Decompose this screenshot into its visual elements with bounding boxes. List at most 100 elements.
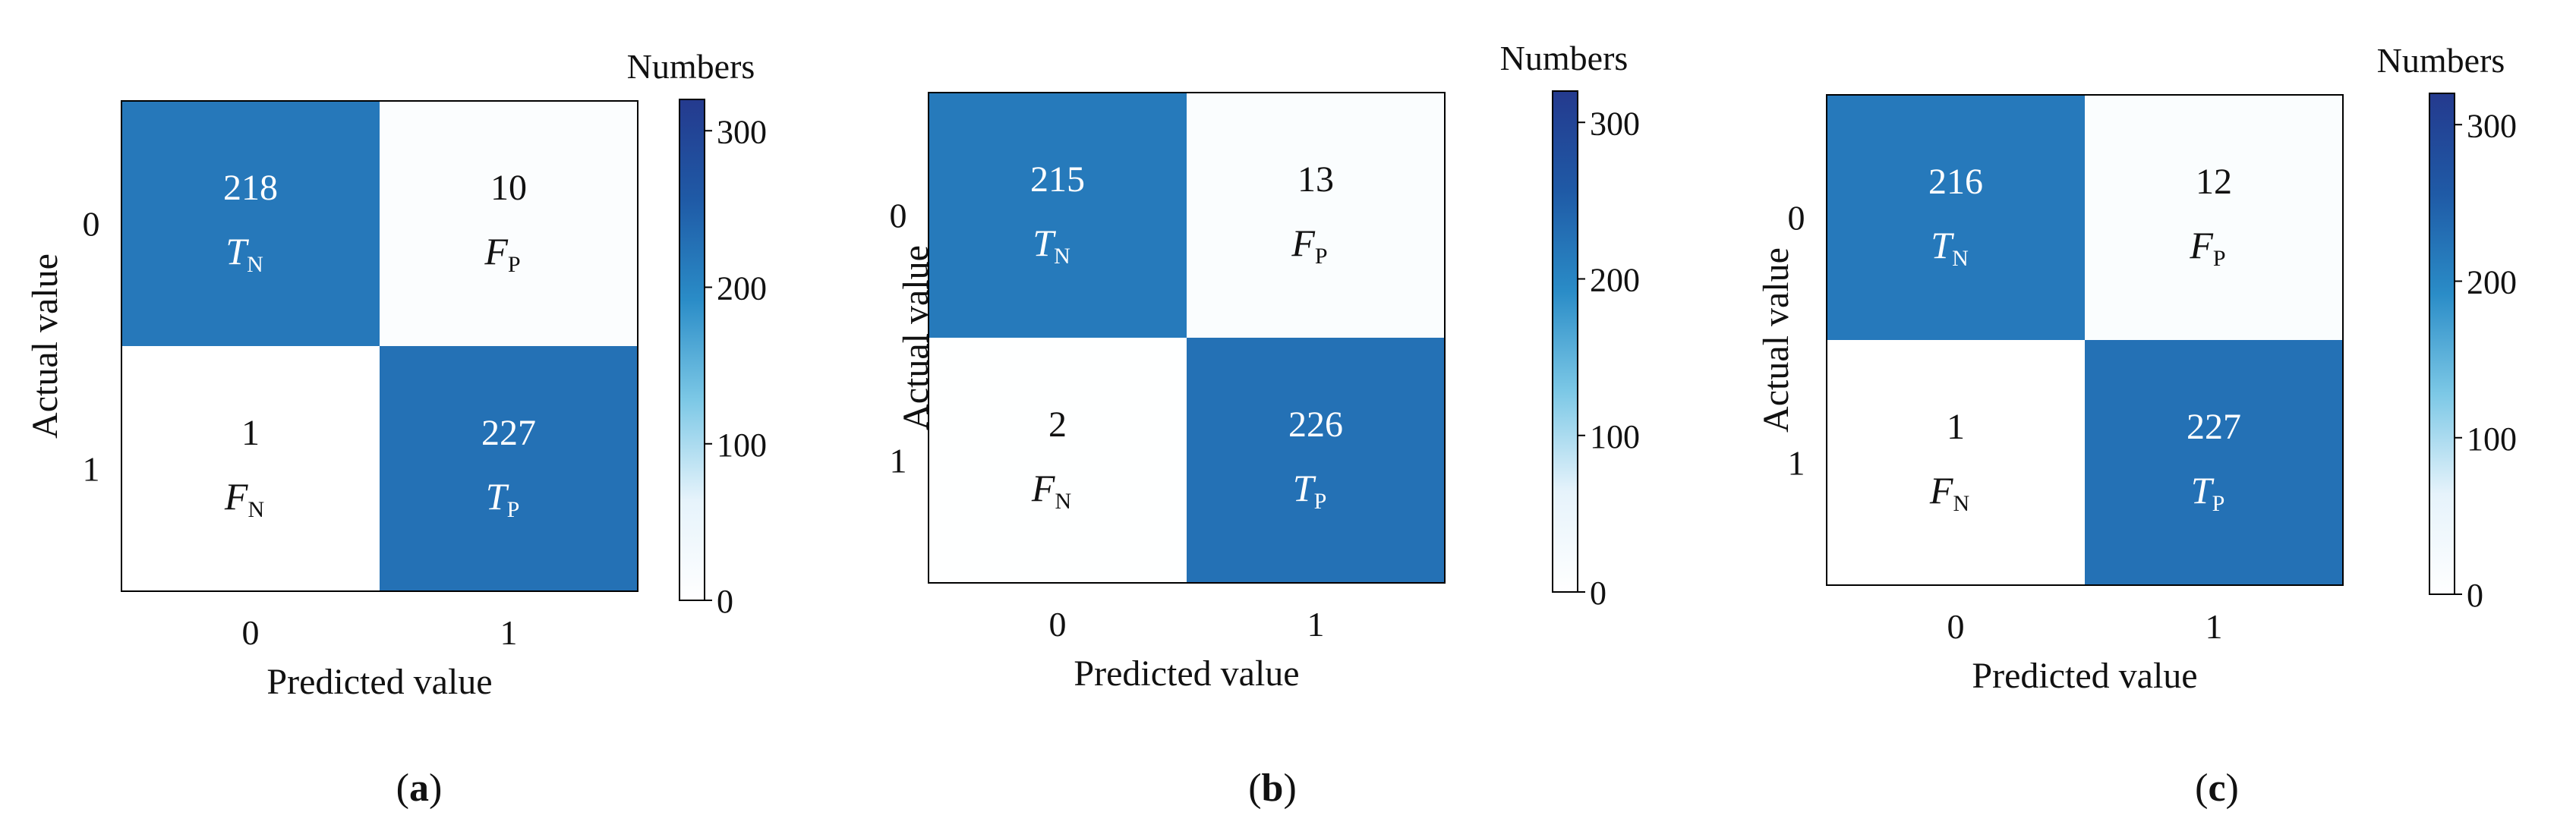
- panel-label-letter: b: [1262, 767, 1284, 810]
- colorbar: [1552, 90, 1578, 593]
- cell-symbol-letter: T: [225, 230, 249, 272]
- cell-symbol-letter: T: [2191, 469, 2215, 512]
- colorbar-tick-label: 300: [2467, 107, 2517, 144]
- cell-symbol-letter: T: [1033, 222, 1056, 264]
- cell-symbol-letter: T: [1931, 224, 1954, 266]
- colorbar-tick-label: 300: [717, 113, 767, 150]
- y-tick-label: 0: [1788, 199, 1805, 238]
- cell-symbol-letter: F: [1929, 469, 1953, 512]
- colorbar-tick-label: 100: [2467, 420, 2517, 458]
- cell-symbol: FP: [2189, 224, 2225, 271]
- cell-value: 218: [223, 168, 278, 208]
- x-tick-label: 0: [1049, 605, 1067, 644]
- colorbar-tick-label: 0: [717, 583, 733, 620]
- y-tick-label: 0: [83, 205, 100, 244]
- cell-symbol-letter: F: [2189, 224, 2213, 266]
- y-tick-label: 1: [890, 442, 907, 480]
- cell-value: 13: [1297, 159, 1334, 200]
- cell-symbol-subscript: P: [507, 497, 520, 522]
- matrix-cell: [929, 93, 1187, 338]
- y-axis-label: Actual value: [25, 253, 65, 439]
- cell-symbol: FN: [1929, 469, 1969, 516]
- cell-value: 1: [241, 413, 260, 453]
- cell-symbol-subscript: P: [2212, 491, 2225, 516]
- colorbar-tick-label: 100: [717, 427, 767, 464]
- matrix-border: [928, 92, 1446, 584]
- cell-symbol-letter: F: [1031, 467, 1055, 509]
- panel-label-close: ): [429, 767, 442, 810]
- colorbar-title: Numbers: [2377, 41, 2505, 80]
- cell-value: 216: [1928, 162, 1983, 202]
- x-tick-label: 1: [500, 613, 518, 652]
- x-tick-label: 1: [2206, 607, 2223, 646]
- cell-symbol: TP: [486, 475, 520, 522]
- colorbar-tick-label: 300: [1590, 105, 1640, 142]
- matrix-cell: [2085, 340, 2343, 585]
- colorbar-title: Numbers: [627, 47, 755, 86]
- cell-symbol-letter: T: [1293, 467, 1316, 509]
- panel-label-letter: c: [2208, 767, 2225, 810]
- cell-symbol-subscript: P: [2213, 246, 2226, 271]
- cell-symbol-letter: F: [224, 475, 248, 518]
- cell-symbol: FN: [224, 475, 264, 522]
- matrix-cell: [121, 101, 380, 346]
- panel-label: (c): [2195, 767, 2239, 810]
- panel-label-close: ): [1283, 767, 1296, 810]
- cell-symbol-letter: F: [484, 230, 508, 272]
- panel-label-open: (: [1248, 767, 1261, 810]
- cell-symbol-subscript: N: [1953, 491, 1969, 516]
- cell-symbol-subscript: N: [1952, 246, 1969, 271]
- colorbar: [679, 99, 705, 601]
- panel-label-close: ): [2226, 767, 2239, 810]
- colorbar-tick-label: 200: [2467, 264, 2517, 301]
- cell-symbol: TN: [225, 230, 263, 277]
- cell-value: 1: [1947, 407, 1965, 447]
- cell-symbol: FN: [1031, 467, 1071, 514]
- x-axis-label: Predicted value: [1972, 656, 2197, 696]
- matrix-cell: [1827, 95, 2085, 340]
- x-tick-label: 0: [242, 613, 260, 652]
- cell-symbol-subscript: N: [1055, 489, 1071, 514]
- cell-symbol: TN: [1033, 222, 1070, 269]
- matrix-border: [121, 100, 638, 592]
- cell-value: 227: [2187, 407, 2241, 447]
- matrix-cell: [1187, 338, 1445, 583]
- cell-value: 215: [1030, 159, 1085, 200]
- colorbar-title: Numbers: [1500, 39, 1629, 77]
- cell-symbol-subscript: P: [1314, 489, 1327, 514]
- colorbar-tick-label: 200: [717, 270, 767, 307]
- matrix-border: [1826, 94, 2344, 586]
- colorbar-tick-label: 100: [1590, 418, 1640, 455]
- cell-value: 227: [481, 413, 536, 453]
- y-tick-label: 1: [1788, 444, 1805, 483]
- y-tick-label: 0: [890, 197, 907, 235]
- colorbar-tick-label: 0: [2467, 577, 2483, 614]
- panel-label-letter: a: [409, 767, 429, 810]
- x-axis-label: Predicted value: [266, 662, 492, 702]
- cell-symbol: FP: [484, 230, 520, 277]
- cell-symbol-subscript: N: [248, 497, 264, 522]
- cell-symbol: TP: [2191, 469, 2225, 516]
- y-axis-label: Actual value: [896, 245, 936, 430]
- panel-label: (a): [396, 767, 443, 810]
- cell-symbol-subscript: P: [508, 252, 521, 277]
- matrix-cell: [121, 346, 380, 591]
- cell-symbol-subscript: N: [247, 252, 263, 277]
- matrix-cell: [380, 346, 638, 591]
- y-tick-label: 1: [83, 450, 100, 489]
- x-tick-label: 1: [1307, 605, 1325, 644]
- cell-symbol-subscript: P: [1315, 244, 1328, 269]
- y-axis-label: Actual value: [1756, 247, 1796, 433]
- cell-symbol-letter: F: [1291, 222, 1315, 264]
- matrix-cell: [1187, 93, 1445, 338]
- colorbar: [2429, 93, 2455, 595]
- matrix-cell: [1827, 340, 2085, 585]
- cell-symbol: FP: [1291, 222, 1327, 269]
- colorbar-tick-label: 200: [1590, 262, 1640, 299]
- colorbar-tick-label: 0: [1590, 575, 1606, 612]
- matrix-cell: [929, 338, 1187, 583]
